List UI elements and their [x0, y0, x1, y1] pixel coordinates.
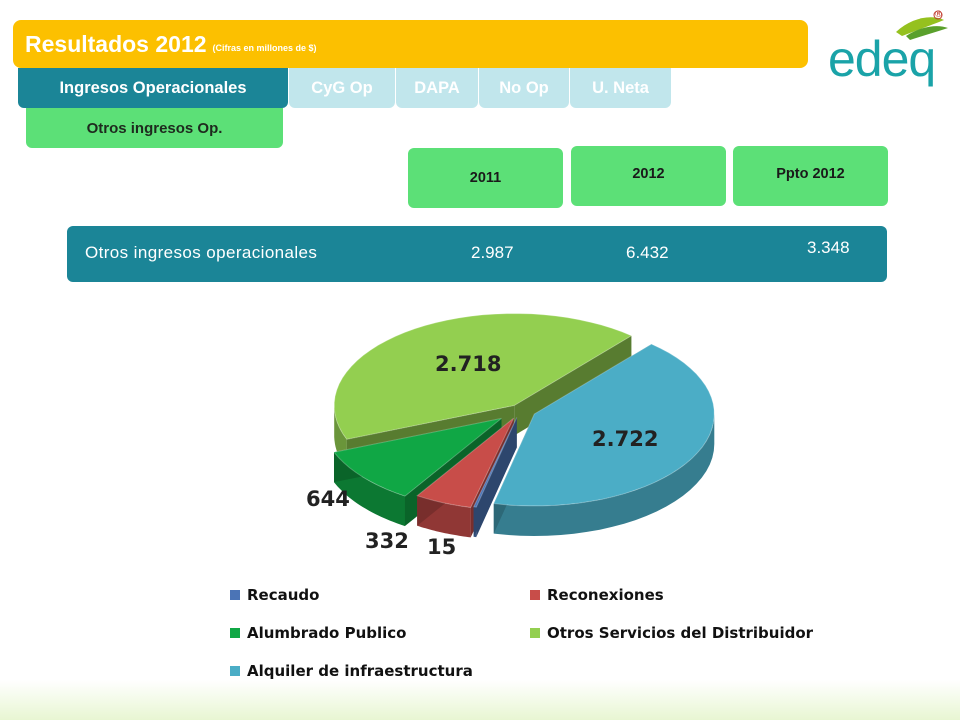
edeq-logo: edeq ® [826, 10, 956, 90]
pie-slice-reconexiones [416, 417, 515, 508]
tab-label: DAPA [414, 78, 460, 97]
column-header-2011: 2011 [408, 148, 563, 208]
logo-registered-mark: ® [934, 10, 943, 20]
legend-swatch [230, 590, 240, 600]
page-title: Resultados 2012 [25, 30, 207, 57]
pie-slice-wall-otros-servicios-1 [514, 335, 632, 436]
value-ppto-2012: 3.348 [807, 238, 850, 257]
tab-ingresos-operacionales[interactable]: Ingresos Operacionales [18, 68, 288, 108]
pie-slice-wall-reconexiones-1 [417, 418, 514, 526]
pie-slice-wall-otros-servicios-0 [346, 405, 515, 470]
data-row: Otros ingresos operacionales 2.987 6.432… [67, 226, 887, 282]
legend-item-otros-servicios: Otros Servicios del Distribuidor [530, 624, 813, 642]
pie-slice-wall-alquiler-1 [493, 413, 535, 534]
legend-label: Alquiler de infraestructura [247, 662, 473, 680]
legend-swatch [230, 628, 240, 638]
column-header-label: 2011 [469, 170, 502, 186]
pie-slice-side-otros-servicios [334, 405, 347, 470]
legend-label: Otros Servicios del Distribuidor [547, 624, 814, 642]
column-header-ppto-2012: Ppto 2012 [733, 146, 888, 206]
legend-item-alumbrado: Alumbrado Publico [230, 624, 406, 642]
pie-slice-wall-alumbrado-1 [334, 418, 502, 483]
title-banner: Resultados 2012 (Cifras en millones de $… [13, 20, 808, 68]
tab-cyg-op[interactable]: CyG Op [289, 68, 395, 108]
column-header-2012: 2012 [571, 146, 726, 206]
pie-slice-wall-recaudo-1 [473, 417, 517, 537]
pie-slice-side-recaudo [473, 506, 477, 538]
pie-label-recaudo: 15 [427, 535, 457, 559]
legend-swatch [230, 666, 240, 676]
column-header-label: 2012 [632, 166, 665, 182]
legend-label: Alumbrado Publico [247, 624, 407, 642]
tab-u-neta[interactable]: U. Neta [570, 68, 671, 108]
pie-slice-recaudo [472, 417, 518, 508]
tab-dapa[interactable]: DAPA [396, 68, 478, 108]
pie-slice-otros-servicios [333, 313, 633, 440]
tab-no-op[interactable]: No Op [479, 68, 569, 108]
subtab-label: Otros ingresos Op. [86, 119, 223, 137]
footer-gradient [0, 680, 960, 720]
page-subtitle: (Cifras en millones de $) [212, 43, 317, 53]
pie-slice-wall-recaudo-0 [476, 417, 517, 538]
legend-item-reconexiones: Reconexiones [530, 586, 664, 604]
pie-label-alquiler: 2.722 [592, 427, 659, 451]
logo-text: edeq [828, 31, 936, 87]
legend-swatch [530, 628, 540, 638]
pie-slice-alumbrado [333, 417, 502, 497]
pie-slice-alquiler [493, 343, 715, 507]
value-2011: 2.987 [471, 243, 514, 262]
legend-label: Recaudo [247, 586, 320, 604]
pie-label-otros-servicios: 2.718 [435, 352, 502, 376]
pie-slice-side-reconexiones [417, 495, 471, 538]
value-2012: 6.432 [626, 243, 669, 262]
pie-slice-wall-alumbrado-0 [404, 418, 502, 527]
tab-label: Ingresos Operacionales [59, 78, 247, 97]
column-header-label: Ppto 2012 [776, 166, 845, 182]
pie-label-reconexiones: 332 [365, 529, 409, 553]
legend-item-alquiler: Alquiler de infraestructura [230, 662, 473, 680]
legend-item-recaudo: Recaudo [230, 586, 319, 604]
legend-swatch [530, 590, 540, 600]
subtab-otros-ingresos[interactable]: Otros ingresos Op. [26, 108, 283, 148]
tab-label: U. Neta [592, 78, 649, 97]
legend-label: Reconexiones [547, 586, 664, 604]
pie-slice-wall-reconexiones-0 [470, 418, 514, 538]
row-label: Otros ingresos operacionales [85, 243, 318, 262]
tab-label: No Op [499, 78, 549, 97]
tab-label: CyG Op [311, 78, 373, 97]
pie-label-alumbrado: 644 [306, 487, 350, 511]
